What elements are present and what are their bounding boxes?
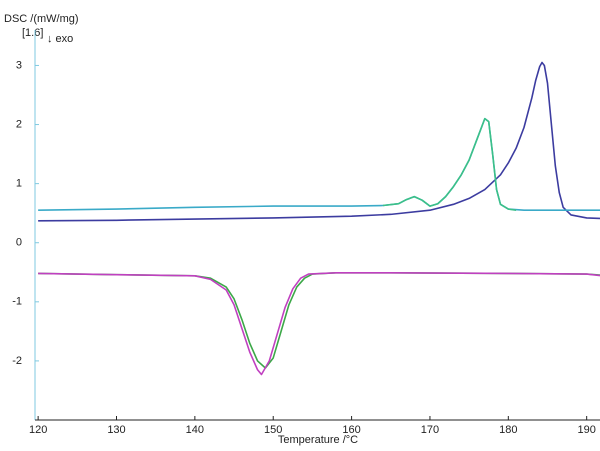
x-tick-label: 160	[342, 424, 360, 436]
y-tick-label: 3	[16, 59, 22, 71]
y-tick-label: 1	[16, 178, 22, 190]
x-tick-label: 180	[499, 424, 517, 436]
y-tick-label: 2	[16, 118, 22, 130]
y-axis-title: DSC /(mW/mg)	[4, 13, 79, 25]
x-tick-label: 150	[264, 424, 282, 436]
annotation: ↓ exo	[47, 33, 73, 45]
curve	[38, 117, 600, 212]
curve	[38, 61, 600, 222]
y-tick-label: 0	[16, 237, 22, 249]
y-tick-label: -2	[12, 355, 22, 367]
curve	[38, 272, 600, 369]
x-tick-label: 170	[421, 424, 439, 436]
x-tick-label: 190	[577, 424, 595, 436]
curve	[382, 117, 517, 212]
x-tick-label: 140	[186, 424, 204, 436]
annotation: [1.6]	[22, 27, 43, 39]
x-axis-title: Temperature /°C	[278, 434, 358, 446]
curve	[38, 272, 600, 376]
y-tick-label: -1	[12, 296, 22, 308]
x-tick-label: 120	[29, 424, 47, 436]
x-tick-label: 130	[107, 424, 125, 436]
